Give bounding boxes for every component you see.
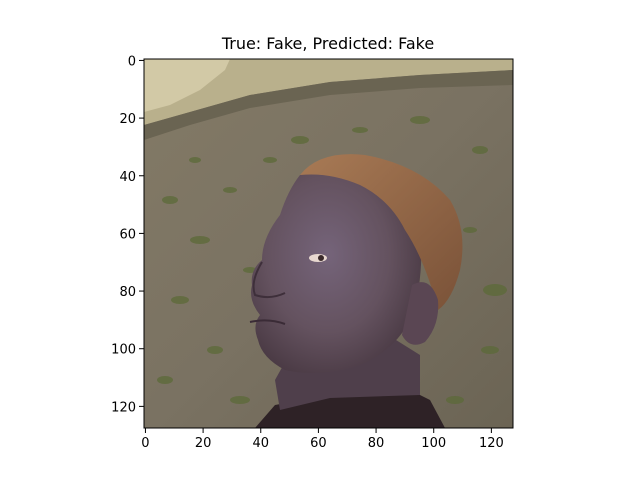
x-tick-label: 100 <box>421 436 446 451</box>
y-tick-label: 80 <box>119 285 136 300</box>
foliage-background <box>144 59 513 125</box>
face <box>251 157 422 374</box>
wall-top-edge <box>144 70 513 140</box>
x-tick-label: 80 <box>368 436 385 451</box>
image-content <box>144 59 513 428</box>
x-tick-label: 0 <box>141 436 149 451</box>
hair <box>300 154 463 310</box>
moss-patches <box>157 116 507 404</box>
nose-outline <box>252 261 286 299</box>
y-tick-label: 60 <box>119 227 136 242</box>
axes-frame <box>143 58 514 429</box>
pupil <box>318 255 324 261</box>
x-tick-label: 40 <box>252 436 269 451</box>
x-tick-label: 20 <box>195 436 212 451</box>
chart-title: True: Fake, Predicted: Fake <box>221 34 434 53</box>
lips-line <box>249 319 286 325</box>
ear <box>402 282 439 345</box>
x-tick-label: 120 <box>479 436 504 451</box>
y-tick-label: 120 <box>111 400 136 415</box>
sky-patch <box>144 59 230 112</box>
y-tick-label: 20 <box>119 112 136 127</box>
y-axis: 0 20 40 60 80 100 120 <box>111 54 144 415</box>
x-tick-label: 60 <box>310 436 327 451</box>
x-axis: 0 20 40 60 80 100 120 <box>141 428 504 451</box>
y-tick-label: 100 <box>111 343 136 358</box>
y-tick-label: 0 <box>128 54 136 69</box>
y-tick-label: 40 <box>119 170 136 185</box>
